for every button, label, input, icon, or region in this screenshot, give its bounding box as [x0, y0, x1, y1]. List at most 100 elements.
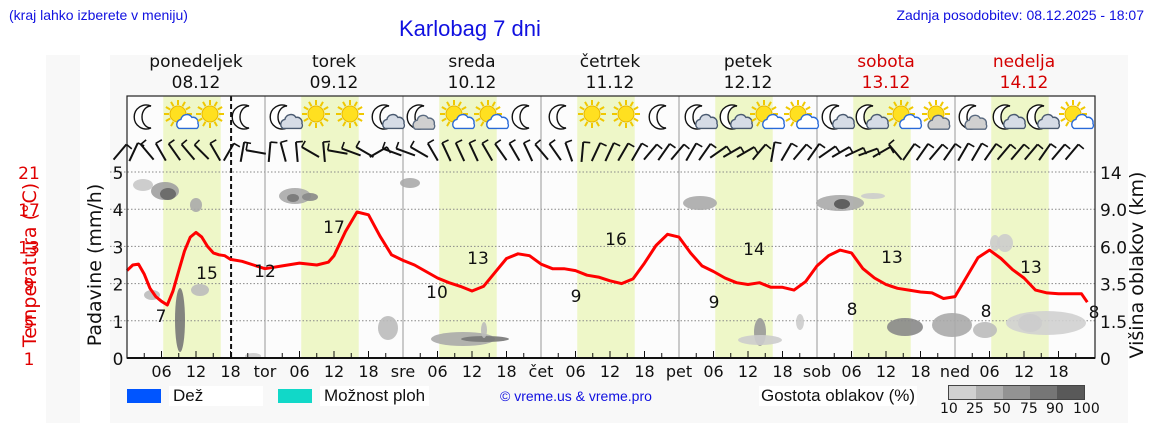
wind-barb-icon	[222, 142, 235, 162]
density-swatch	[1057, 386, 1084, 399]
temperature-label: 8	[1089, 303, 1100, 323]
x-tick: 18	[358, 362, 378, 381]
cloud-cover-blob	[175, 288, 185, 352]
cloud-height-tick: 14	[1100, 164, 1122, 184]
wind-barb-icon	[1010, 143, 1025, 161]
wind-barb-icon	[643, 143, 658, 161]
wind-barb-icon	[193, 144, 210, 160]
moon-cloud-icon	[992, 104, 1027, 130]
x-tick: 18	[496, 362, 516, 381]
moon-icon	[648, 104, 667, 130]
x-tick: 12	[1014, 362, 1034, 381]
wind-barb-icon	[807, 143, 821, 161]
wind-barb-icon	[709, 145, 728, 159]
cloud-cover-blob	[834, 199, 850, 209]
x-tick: 06	[841, 362, 861, 381]
precip-axis-title: Padavine (mm/h)	[84, 184, 106, 347]
wind-barb-icon	[780, 142, 793, 162]
density-swatch	[976, 386, 1003, 399]
wind-barb-icon	[1051, 143, 1066, 161]
moon-cloud-icon	[719, 104, 754, 130]
x-tick: 12	[186, 362, 206, 381]
wind-barb-icon	[548, 143, 562, 161]
precip-tick: 5	[113, 164, 124, 184]
wind-barb-icon	[915, 143, 929, 161]
sun-icon	[302, 100, 330, 128]
wind-barb-icon	[382, 147, 402, 157]
wind-barb-icon	[322, 141, 326, 163]
x-tick: 06	[151, 362, 171, 381]
moon-overcast-icon	[406, 104, 436, 130]
wind-barb-icon	[617, 142, 630, 162]
wind-barb-icon	[698, 143, 712, 161]
density-swatch	[1003, 386, 1030, 399]
location-menu-hint[interactable]: (kraj lahko izberete v meniju)	[9, 7, 188, 23]
day-header-0: ponedeljek 08.12	[126, 52, 266, 94]
cloud-height-axis-title: Višina oblakov (km)	[1126, 172, 1148, 359]
precip-tick: 0	[113, 350, 124, 370]
temperature-label: 13	[881, 248, 903, 268]
moon-cloud-icon	[821, 104, 856, 130]
wind-barb-icon	[752, 143, 767, 161]
wind-barb-icon	[454, 142, 466, 162]
density-tick: 50	[993, 401, 1011, 417]
x-tick: 18	[1048, 362, 1068, 381]
moon-cloud-icon	[684, 104, 719, 130]
wind-barb-icon	[355, 146, 374, 158]
x-tick: sre	[391, 362, 415, 381]
wind-barb-icon	[630, 142, 643, 162]
moon-icon	[231, 104, 250, 130]
temp-axis-panel	[46, 55, 80, 423]
wind-barb-icon	[858, 147, 878, 157]
wind-barb-icon	[996, 143, 1012, 161]
wind-barb-icon	[279, 142, 287, 162]
wind-barb-icon	[564, 142, 574, 162]
wind-barb-icon	[943, 143, 957, 161]
density-tick: 25	[966, 401, 984, 417]
legend-rain-label: Dež	[169, 386, 264, 406]
temperature-label: 14	[743, 240, 765, 260]
day-name: nedelja	[992, 52, 1056, 72]
day-name: torek	[312, 52, 356, 72]
day-header-5: sobota 13.12	[816, 52, 956, 94]
cloud-cover-blob	[302, 193, 318, 201]
sun-cloud-icon	[887, 100, 923, 130]
sun-icon	[196, 100, 224, 128]
x-tick: 06	[703, 362, 723, 381]
wind-barb-icon	[818, 145, 836, 159]
x-tick: 12	[876, 362, 896, 381]
wind-barb-icon	[770, 141, 776, 163]
temperature-label: 7	[156, 307, 167, 327]
wind-barb-icon	[426, 142, 439, 162]
sun-cloud-icon	[750, 100, 786, 130]
cloud-cover-blob	[190, 198, 202, 212]
cloud-cover-blob	[861, 193, 885, 199]
wind-barb-icon	[395, 147, 416, 157]
moon-icon	[511, 104, 530, 130]
cloud-cover-blob	[932, 313, 972, 337]
day-date: 09.12	[309, 73, 359, 93]
sun-cloud-icon	[474, 100, 510, 130]
moon-icon	[133, 104, 152, 130]
density-swatch	[949, 386, 976, 399]
cloud-cover-blob	[683, 196, 717, 210]
cloud-cover-blob	[191, 284, 209, 296]
day-name: četrtek	[579, 52, 641, 72]
wind-barb-icon	[902, 143, 916, 161]
wind-barb-icon	[928, 143, 944, 161]
copyright-link[interactable]: © vreme.us & vreme.pro	[500, 388, 652, 404]
cloud-height-tick: 0	[1100, 350, 1111, 370]
wind-barb-icon	[294, 141, 299, 163]
sun-cloud-icon	[164, 100, 200, 130]
wind-barb-icon	[327, 149, 348, 155]
wind-barb-icon	[209, 142, 222, 162]
temperature-label: 9	[571, 287, 582, 307]
density-tick: 10	[940, 401, 958, 417]
sun-icon	[578, 100, 606, 128]
rain-swatch	[127, 389, 161, 403]
wind-barb-icon	[468, 142, 479, 162]
wind-barb-icon	[522, 142, 534, 162]
wind-barb-icon	[180, 143, 196, 161]
x-tick: 06	[979, 362, 999, 381]
